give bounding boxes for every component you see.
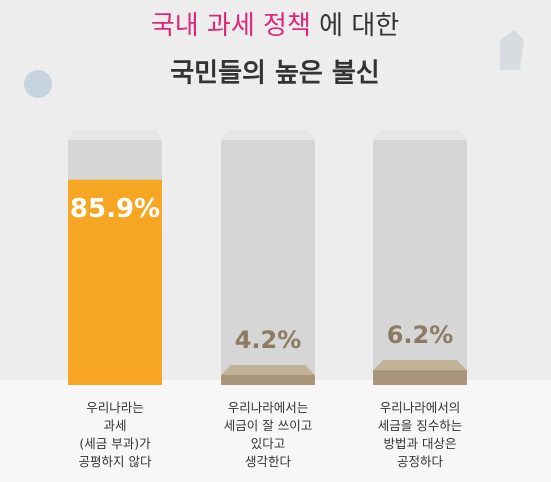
bar-track-cap (68, 130, 162, 140)
category-line: 세금이 잘 쓰이고 (224, 418, 312, 433)
category-line: 있다고 (251, 436, 286, 451)
category-line: 과세 (103, 418, 126, 433)
category-line: 생각한다 (245, 454, 292, 469)
value-label: 85.9% (70, 194, 160, 224)
pie-icon (24, 70, 52, 98)
floor (0, 380, 551, 482)
chart-title: 국내 과세 정책 에 대한 (151, 11, 399, 41)
category-line: (세금 부과)가 (79, 436, 151, 451)
category-line: 우리나라는 (86, 400, 144, 415)
bar-track (373, 140, 467, 385)
category-line: 공평하지 않다 (79, 454, 152, 469)
category-line: 방법과 대상은 (384, 436, 457, 451)
value-label: 6.2% (387, 321, 454, 349)
category-line: 공정하다 (397, 454, 444, 469)
title-rest: 에 대한 (319, 11, 399, 41)
title-highlight: 국내 과세 정책 (151, 11, 311, 41)
category-line: 세금을 징수하는 (378, 418, 462, 433)
category-line: 우리나라에서의 (380, 400, 461, 415)
category-line: 우리나라에서는 (228, 400, 309, 415)
bar-top (221, 364, 315, 375)
bar (373, 370, 467, 385)
subtitle: 국민들의 높은 불신 (170, 59, 379, 89)
bar-track-cap (221, 130, 315, 140)
chess-icon (500, 30, 524, 70)
bar-track-cap (373, 130, 467, 140)
bar (68, 179, 162, 385)
bar-top (373, 360, 467, 371)
bar (221, 374, 315, 385)
value-label: 4.2% (235, 326, 302, 354)
bar-track (221, 140, 315, 385)
